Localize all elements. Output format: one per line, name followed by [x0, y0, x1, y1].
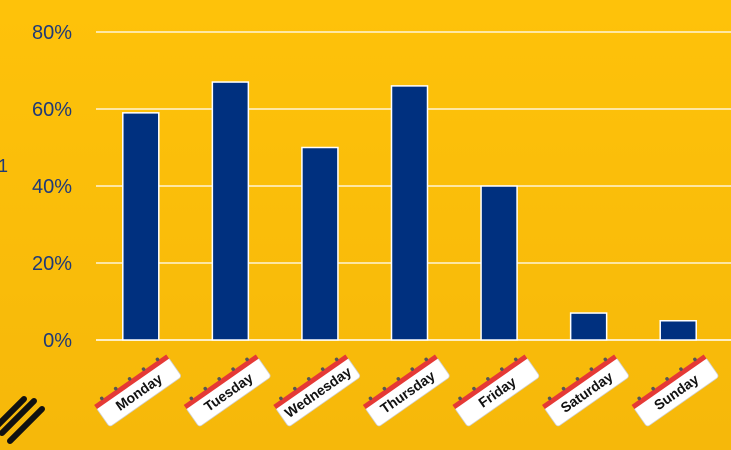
calendar-ring-icon	[458, 396, 462, 401]
category-tag: Monday	[94, 354, 181, 427]
calendar-ring-icon	[334, 357, 339, 362]
calendar-ring-icon	[575, 377, 580, 381]
calendar-ring-icon	[637, 396, 641, 401]
category-tag: Sunday	[631, 354, 719, 427]
bar-tuesday	[211, 81, 250, 341]
category-tag-stripe	[541, 354, 617, 410]
y-axis-label-fragment: 1	[0, 156, 9, 176]
calendar-ring-icon	[279, 396, 283, 401]
y-tick-label: 0%	[43, 330, 72, 352]
bar-sunday	[659, 320, 697, 341]
calendar-ring-icon	[217, 377, 221, 381]
category-tag-stripe	[631, 354, 707, 410]
calendar-ring-icon	[603, 357, 608, 362]
calendar-ring-icon	[589, 367, 594, 371]
calendar-ring-icon	[665, 377, 669, 381]
calendar-ring-icon	[293, 386, 297, 391]
calendar-ring-icon	[396, 377, 401, 381]
calendar-ring-icon	[320, 367, 325, 371]
category-tag: Thursday	[362, 354, 450, 427]
calendar-ring-icon	[651, 386, 655, 391]
category-tag: Saturday	[541, 354, 629, 427]
y-axis-ticks: 0% 20% 40% 60% 80%	[32, 22, 72, 352]
calendar-ring-icon	[141, 367, 146, 371]
calendar-ring-icon	[368, 396, 373, 401]
y-tick-label: 40%	[32, 176, 72, 198]
calendar-ring-icon	[127, 377, 132, 381]
calendar-ring-icon	[486, 377, 490, 381]
category-tag-stripe	[362, 354, 438, 410]
bars	[122, 81, 697, 341]
calendar-ring-icon	[500, 367, 504, 371]
calendar-ring-icon	[99, 396, 104, 401]
category-tag-stripe	[452, 354, 528, 410]
y-tick-label: 20%	[32, 253, 72, 275]
decorative-dumbbell-icon	[0, 396, 45, 444]
bar-monday	[122, 112, 160, 341]
calendar-ring-icon	[424, 357, 428, 362]
category-tag-stripe	[94, 354, 170, 410]
bar-saturday	[569, 312, 608, 341]
category-tag-stripe	[273, 354, 349, 410]
calendar-ring-icon	[245, 357, 249, 362]
calendar-ring-icon	[561, 386, 566, 391]
calendar-ring-icon	[472, 386, 476, 391]
calendar-ring-icon	[306, 377, 311, 381]
calendar-ring-icon	[547, 396, 552, 401]
calendar-ring-icon	[513, 357, 518, 362]
calendar-ring-icon	[203, 386, 208, 391]
calendar-ring-icon	[382, 386, 387, 391]
category-tag: Friday	[452, 354, 540, 427]
calendar-ring-icon	[155, 357, 160, 362]
calendar-ring-icon	[410, 367, 415, 371]
bar-wednesday	[301, 146, 339, 341]
calendar-ring-icon	[693, 357, 697, 362]
category-tag: Wednesday	[273, 354, 361, 427]
y-tick-label: 60%	[32, 99, 72, 121]
bar-friday	[480, 185, 518, 341]
calendar-ring-icon	[113, 386, 118, 391]
category-tag: Tuesday	[183, 354, 271, 427]
calendar-ring-icon	[189, 396, 194, 401]
calendar-ring-icon	[679, 367, 683, 371]
bar-thursday	[390, 85, 429, 341]
category-labels: Monday Tuesday Wednesday Thursday Friday Satu…	[94, 354, 719, 427]
y-tick-label: 80%	[32, 22, 72, 44]
category-tag-stripe	[183, 354, 259, 410]
calendar-ring-icon	[231, 367, 235, 371]
